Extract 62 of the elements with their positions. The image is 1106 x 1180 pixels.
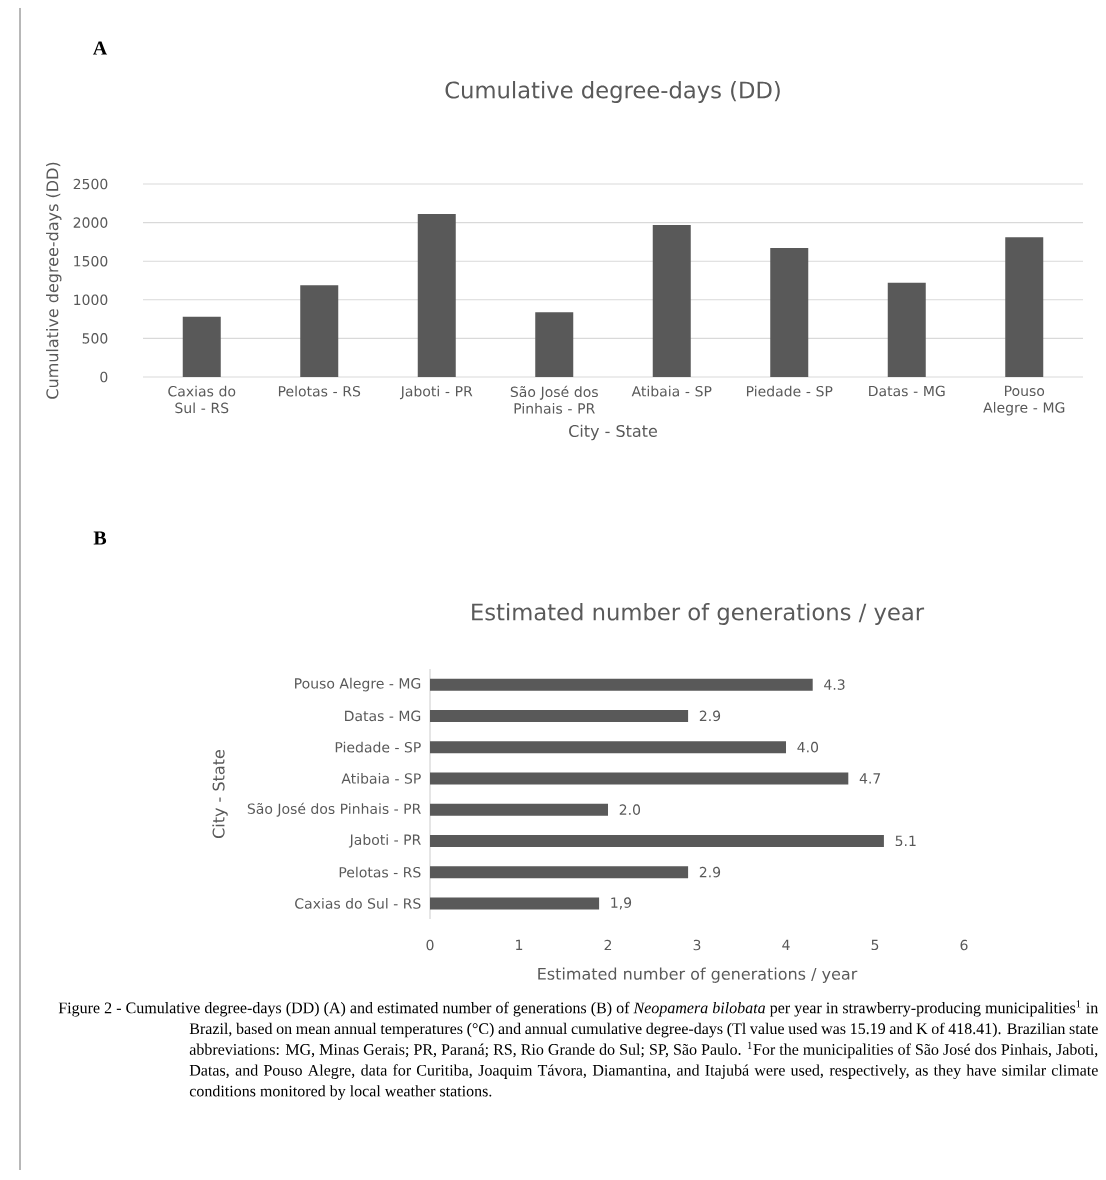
data-label: 4.7 bbox=[859, 773, 881, 784]
x-tick-label: Atibaia - SP bbox=[631, 385, 712, 397]
bar bbox=[417, 214, 456, 377]
data-label: 4.0 bbox=[797, 741, 819, 753]
y-tick-label: 500 bbox=[82, 333, 108, 344]
x-axis-title: City - State bbox=[569, 424, 657, 441]
x-tick-label: Pouso Alegre - MG bbox=[983, 385, 1065, 416]
x-tick-label: 3 bbox=[693, 939, 701, 951]
x-tick-label: 1 bbox=[516, 939, 523, 950]
x-tick-label: Jaboti - PR bbox=[399, 385, 473, 400]
bar bbox=[535, 312, 574, 377]
bar bbox=[430, 741, 787, 754]
text: A bbox=[92, 41, 108, 55]
y-tick-label: 2000 bbox=[73, 217, 108, 228]
y-tick-label: 1500 bbox=[74, 255, 108, 267]
x-tick-label: 4 bbox=[782, 939, 790, 950]
bar bbox=[887, 282, 926, 377]
y-tick-label: Pelotas - RS bbox=[339, 866, 421, 878]
x-tick-label: 6 bbox=[960, 939, 968, 951]
bar bbox=[430, 834, 884, 847]
x-tick-label: São José dos Pinhais - PR bbox=[510, 385, 598, 414]
bar bbox=[430, 897, 600, 910]
bar bbox=[430, 866, 689, 879]
bar bbox=[430, 709, 689, 722]
y-tick-label: Caxias do Sul - RS bbox=[295, 897, 421, 909]
bar bbox=[652, 224, 691, 377]
data-label: 2.9 bbox=[699, 866, 721, 878]
x-tick-label: 5 bbox=[871, 939, 879, 951]
x-tick-label: 2 bbox=[604, 939, 612, 951]
y-axis-title: Cumulative degree-days (DD) bbox=[46, 162, 62, 399]
data-label: 4.3 bbox=[824, 679, 845, 690]
y-tick-label: Jaboti - PR bbox=[348, 834, 421, 848]
bar bbox=[770, 248, 809, 377]
y-axis-title: City - State bbox=[212, 750, 228, 838]
bar bbox=[182, 316, 221, 377]
x-tick-label: Piedade - SP bbox=[746, 385, 833, 397]
x-tick-label: Caxias do Sul - RS bbox=[168, 385, 236, 414]
bar bbox=[1005, 237, 1044, 377]
y-tick-label: São José dos Pinhais - PR bbox=[247, 802, 421, 817]
text: Figure 2 - Cumulative degree-days (DD) (A) and estimated number of generations (B) of Neopamera bilobata per year in strawberry-producing municipalities$^{1}$ in Brazil, based on mean annual temperatures (°C) and annual cumulative degree-days (Tl value used was 15.19 and K of 418.41). Brazilian state abbreviations: MG, Minas Gerais; PR, Paraná; RS, Rio Grande do Sul; SP, São Paulo. $^{1}$For the municipalities of São José dos Pinhais, Jaboti, Datas, and Pouso Alegre, data for Curitiba, Joaquim Távora, Diamantina, and Itajubá were used, respectively, as they have similar climate conditions monitored by local weather stations. bbox=[58, 1000, 1099, 1100]
y-tick-label: Pouso Alegre - MG bbox=[295, 677, 421, 692]
bar bbox=[430, 678, 813, 691]
y-tick-label: Datas - MG bbox=[345, 710, 421, 722]
y-tick-label: 0 bbox=[100, 371, 108, 383]
y-tick-label: 1000 bbox=[74, 294, 108, 306]
text: B bbox=[93, 531, 107, 545]
data-label: 2.9 bbox=[699, 710, 721, 722]
y-tick-label: Piedade - SP bbox=[335, 741, 421, 753]
bar bbox=[430, 772, 849, 785]
x-tick-label: Datas - MG bbox=[869, 385, 945, 397]
x-tick-label: 0 bbox=[426, 939, 434, 951]
bar bbox=[430, 803, 609, 816]
data-label: 1,9 bbox=[611, 897, 632, 910]
data-label: 2.0 bbox=[619, 804, 641, 815]
x-tick-label: Pelotas - RS bbox=[278, 385, 361, 397]
data-label: 5.1 bbox=[895, 835, 916, 847]
chart-title: Estimated number of generations / year bbox=[472, 603, 925, 625]
bar bbox=[300, 285, 339, 377]
x-axis-title: Estimated number of generations / year bbox=[538, 967, 858, 983]
y-tick-label: Atibaia - SP bbox=[341, 772, 421, 784]
chart-title: Cumulative degree-days (DD) bbox=[445, 81, 780, 103]
y-tick-label: 2500 bbox=[73, 178, 108, 190]
